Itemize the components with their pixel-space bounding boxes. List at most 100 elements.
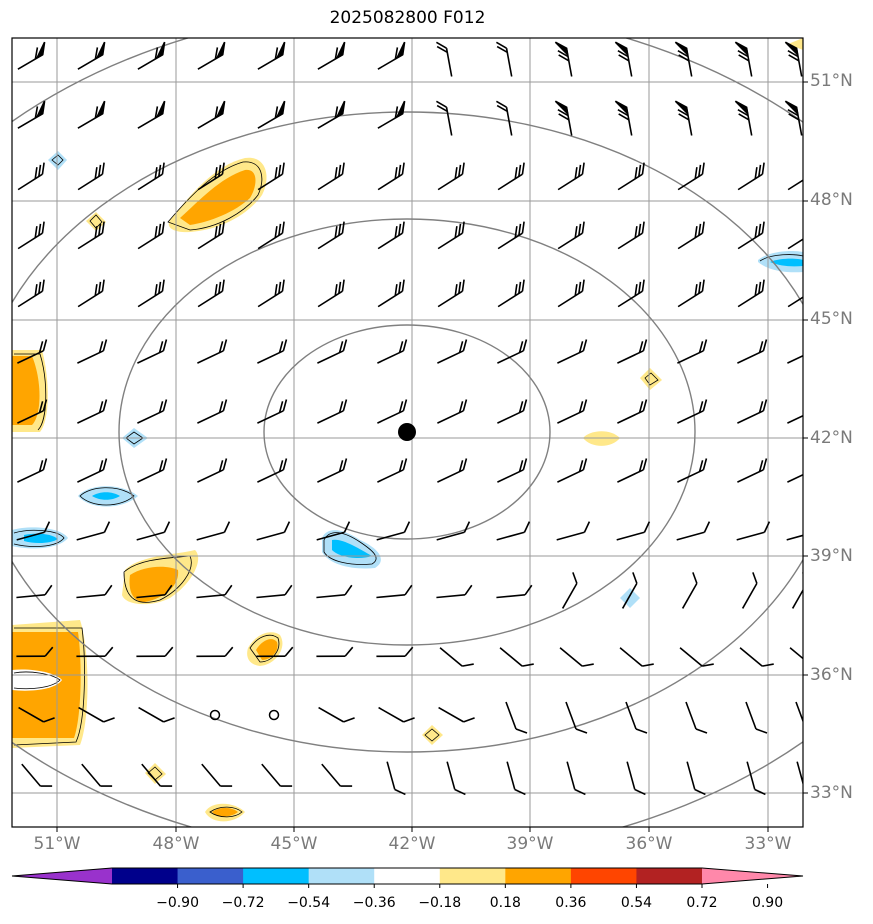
wind-barb bbox=[17, 279, 45, 308]
wind-barb bbox=[377, 399, 408, 424]
colorbar-tick-label: −0.18 bbox=[418, 895, 462, 911]
lat-label: 51°N bbox=[810, 71, 853, 91]
wind-barb bbox=[436, 584, 473, 599]
wind-barb bbox=[317, 100, 346, 129]
wind-barb bbox=[789, 647, 803, 667]
wind-barb bbox=[196, 521, 231, 541]
wind-barb bbox=[497, 339, 528, 364]
lat-label: 45°N bbox=[810, 309, 853, 329]
colorbar-segment bbox=[570, 868, 637, 884]
wind-barb bbox=[499, 647, 534, 667]
wind-barb bbox=[739, 647, 774, 667]
wind-barb bbox=[557, 399, 588, 424]
wind-barb bbox=[446, 761, 466, 796]
wind-barb bbox=[791, 572, 803, 609]
wind-barb bbox=[557, 221, 585, 250]
colorbar-segment bbox=[439, 868, 506, 884]
wind-barb bbox=[136, 646, 174, 658]
wind-barb bbox=[495, 100, 513, 136]
wind-barb bbox=[681, 572, 698, 609]
wind-barb bbox=[561, 572, 578, 609]
wind-barb bbox=[257, 41, 286, 70]
wind-barb bbox=[137, 41, 166, 70]
wind-barb bbox=[377, 458, 408, 483]
wind-barb bbox=[137, 221, 165, 250]
wind-barb bbox=[741, 572, 758, 609]
wind-barb bbox=[495, 41, 513, 77]
wind-barb bbox=[617, 458, 648, 483]
wind-barb bbox=[437, 221, 465, 250]
wind-barb bbox=[318, 706, 355, 723]
wind-barb bbox=[77, 279, 105, 308]
wind-barb bbox=[76, 646, 114, 658]
wind-barb bbox=[734, 100, 753, 136]
wind-barb bbox=[136, 521, 171, 541]
wind-barb bbox=[197, 162, 225, 191]
wind-barb bbox=[437, 339, 468, 364]
wind-barb bbox=[556, 521, 591, 541]
colorbar-tick-label: 0.90 bbox=[751, 895, 784, 911]
wind-barb bbox=[316, 584, 353, 599]
wind-barb bbox=[565, 701, 588, 734]
wind-barb bbox=[787, 173, 803, 191]
wind-barb bbox=[784, 41, 803, 77]
wind-barb bbox=[377, 162, 405, 191]
wind-barb bbox=[614, 100, 633, 136]
wind-barb bbox=[505, 701, 528, 734]
wind-barbs bbox=[16, 41, 803, 796]
wind-barb bbox=[17, 100, 46, 129]
wind-barb bbox=[557, 339, 588, 364]
wind-barb bbox=[617, 279, 645, 308]
lat-label: 39°N bbox=[810, 546, 853, 566]
wind-barb bbox=[378, 706, 415, 723]
wind-barb bbox=[619, 647, 654, 667]
wind-barb bbox=[554, 41, 573, 77]
lat-label: 42°N bbox=[810, 428, 853, 448]
wind-barb bbox=[438, 706, 475, 723]
wind-barb bbox=[734, 41, 753, 77]
colorbar-segment bbox=[308, 868, 375, 884]
wind-barb bbox=[674, 41, 693, 77]
map-title: 2025082800 F012 bbox=[329, 8, 486, 28]
wind-barb bbox=[316, 521, 351, 541]
wind-barb bbox=[201, 763, 233, 787]
wind-barb bbox=[138, 706, 175, 723]
wind-barb bbox=[197, 221, 225, 250]
wind-barb bbox=[736, 521, 771, 541]
wind-barb bbox=[737, 399, 768, 424]
wind-barb bbox=[621, 572, 638, 609]
wind-barb bbox=[787, 290, 803, 308]
wind-barb bbox=[617, 162, 645, 191]
wind-barb bbox=[18, 706, 55, 723]
wind-barb bbox=[17, 41, 46, 70]
wind-barb bbox=[436, 521, 471, 541]
wind-barb bbox=[617, 399, 648, 424]
wind-barb bbox=[787, 232, 803, 250]
wind-barb bbox=[559, 647, 594, 667]
wind-barb bbox=[377, 100, 406, 129]
wind-barb bbox=[197, 279, 225, 308]
wind-barb bbox=[377, 339, 408, 364]
wind-barb bbox=[376, 646, 414, 658]
wind-barb bbox=[566, 761, 586, 796]
wind-barb bbox=[737, 279, 765, 308]
wind-barb bbox=[197, 399, 228, 424]
wind-barb bbox=[317, 399, 348, 424]
wind-barb bbox=[317, 41, 346, 70]
wind-barb bbox=[737, 458, 768, 483]
wind-barb bbox=[437, 279, 465, 308]
wind-barb bbox=[377, 279, 405, 308]
wind-barb bbox=[257, 458, 288, 483]
wind-barb bbox=[617, 339, 648, 364]
wind-barb bbox=[257, 399, 288, 424]
wind-barb bbox=[17, 162, 45, 191]
wind-barb bbox=[439, 647, 474, 667]
wind-barb bbox=[196, 584, 233, 599]
wind-barb bbox=[317, 458, 348, 483]
wind-barb bbox=[197, 41, 226, 70]
lat-lon-grid bbox=[12, 38, 803, 827]
lon-label: 45°W bbox=[270, 834, 318, 854]
lon-label: 42°W bbox=[388, 834, 436, 854]
colorbar-min-arrow bbox=[12, 868, 112, 884]
colorbar-tick-label: −0.72 bbox=[221, 895, 265, 911]
